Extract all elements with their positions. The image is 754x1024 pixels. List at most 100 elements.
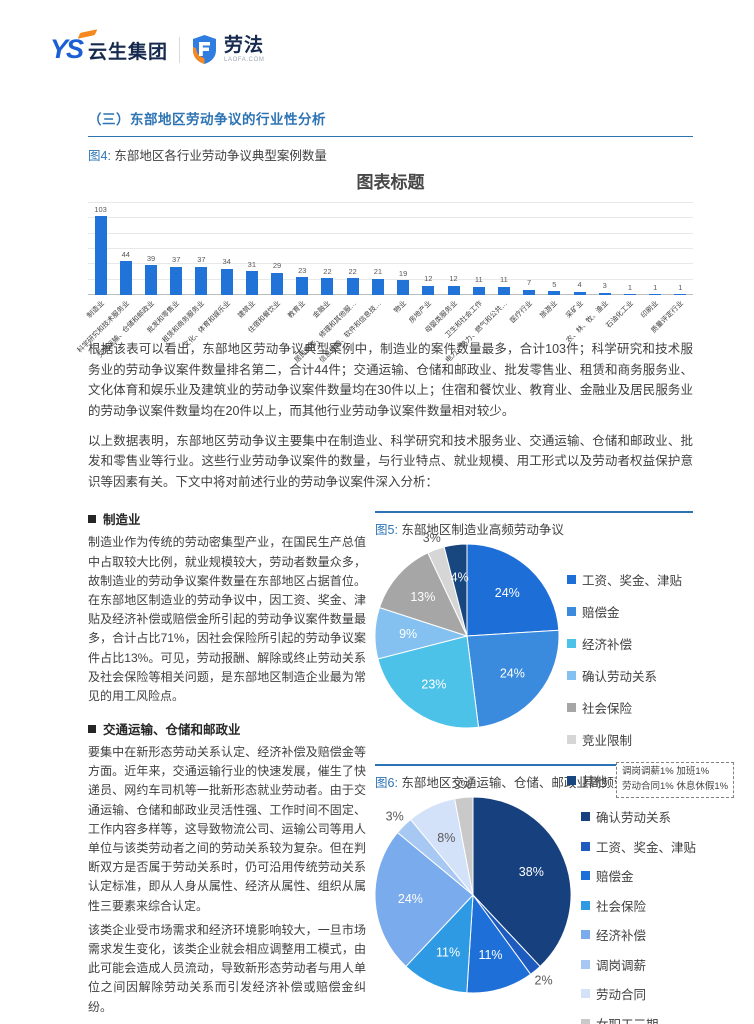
manufacturing-heading: 制造业 bbox=[88, 509, 366, 528]
legend-swatch-icon bbox=[567, 703, 576, 713]
legend-label: 竞业限制 bbox=[582, 734, 633, 749]
bar-value-label: 22 bbox=[348, 266, 357, 276]
pie-percent-label: 3% bbox=[454, 778, 472, 792]
gridline bbox=[88, 232, 693, 234]
legend-item: 确认劳动关系 bbox=[567, 666, 734, 685]
legend-item: 赔偿金 bbox=[581, 866, 696, 885]
x-tick-label: 制造业 bbox=[85, 300, 106, 320]
figure6-block: 图6: 东部地区交通运输、仓储、邮政业高频劳动争议 38% 2% 11% 11% 24%… bbox=[374, 764, 696, 1024]
legend-item: 社会保险 bbox=[567, 698, 734, 717]
legend-item: 劳动合同 bbox=[581, 984, 696, 1003]
pie-slice bbox=[466, 543, 560, 637]
transport-heading: 交通运输、仓储和邮政业 bbox=[88, 719, 366, 738]
paragraph-2: 以上数据表明，东部地区劳动争议主要集中在制造业、科学研究和技术服务业、交通运输、… bbox=[88, 433, 693, 489]
bar-chart-plot: 103 制造业 44 科学研究和技术服务业 39 交通运输、仓储和邮政业 37 批发和零售业 3… bbox=[76, 202, 693, 364]
legend-swatch-icon bbox=[581, 812, 590, 822]
legend-swatch-icon bbox=[581, 841, 590, 851]
pie-percent-label: 38% bbox=[519, 865, 544, 879]
x-tick-label: 印刷业 bbox=[640, 300, 661, 320]
legend-label: 工资、奖金、津贴 bbox=[582, 574, 683, 589]
bar bbox=[220, 268, 233, 295]
gridline bbox=[88, 263, 693, 265]
legend-item: 社会保险 bbox=[581, 896, 696, 915]
bar bbox=[195, 266, 208, 295]
pie-percent-label: 11% bbox=[478, 949, 502, 963]
pie-percent-label: 24% bbox=[398, 892, 423, 906]
legend-item: 确认劳动关系 bbox=[581, 807, 696, 826]
bar-value-label: 23 bbox=[298, 265, 307, 275]
pie-percent-label: 11% bbox=[436, 946, 460, 960]
figure6-caption-text: 东部地区交通运输、仓储、邮政业高频劳动争议 bbox=[401, 776, 664, 791]
header: YS 云生集团 劳法 LAOFA.COM bbox=[50, 28, 265, 65]
bar-value-label: 44 bbox=[121, 249, 130, 259]
bar bbox=[573, 291, 586, 295]
x-tick-label: 金融业 bbox=[312, 300, 333, 320]
bar bbox=[94, 216, 107, 295]
legend-item: 其他 调岗调薪1% 加班1% 劳动合同1% 休息休假1% bbox=[567, 762, 735, 798]
pie-percent-label: 24% bbox=[500, 667, 525, 681]
bar-value-label: 3 bbox=[602, 281, 607, 291]
right-column: 图5: 东部地区制造业高频劳动争议 24% 24% 23% 9% 13% 3% 4% 工资、… bbox=[374, 496, 735, 1024]
laofa-subtext: LAOFA.COM bbox=[224, 57, 265, 63]
transport-heading-text: 交通运输、仓储和邮政业 bbox=[103, 723, 241, 738]
x-tick-label: 房地产业 bbox=[408, 300, 434, 325]
bar bbox=[472, 286, 485, 295]
figure5-caption: 图5: 东部地区制造业高频劳动争议 bbox=[375, 519, 693, 538]
bullet-square-icon bbox=[88, 724, 96, 733]
pie-slice bbox=[374, 832, 474, 968]
bar bbox=[245, 271, 258, 295]
bar bbox=[119, 261, 132, 295]
laofa-text: 劳法 bbox=[224, 35, 265, 56]
pie-percent-label: 8% bbox=[437, 832, 455, 846]
legend-item: 赔偿金 bbox=[567, 602, 734, 621]
legend-item: 经济补偿 bbox=[581, 925, 696, 944]
bar bbox=[271, 272, 284, 295]
bar-value-label: 37 bbox=[197, 255, 206, 265]
pie-percent-label: 24% bbox=[495, 586, 520, 600]
bar-chart-figure: 图表标题 103 制造业 44 科学研究和技术服务业 39 交通运输、仓储和邮政业 37 批发… bbox=[76, 168, 693, 364]
left-column: 制造业 制造业作为传统的劳动密集型产业，在国民生产总值中占取较大比例，就业规模较… bbox=[88, 496, 366, 1024]
x-tick-label: 物业 bbox=[393, 300, 409, 315]
figure5-block: 图5: 东部地区制造业高频劳动争议 24% 24% 23% 9% 13% 3% 4% 工资、… bbox=[374, 511, 735, 798]
bar-value-label: 1 bbox=[627, 282, 633, 292]
bar-value-label: 12 bbox=[449, 274, 458, 284]
bar-value-label: 37 bbox=[172, 255, 181, 265]
x-tick-label: 建筑业 bbox=[237, 300, 257, 320]
bar bbox=[523, 289, 536, 295]
pie-slice bbox=[472, 796, 572, 968]
legend-swatch-icon bbox=[581, 959, 590, 969]
legend-label: 女职工三期 bbox=[596, 1014, 659, 1024]
legend-label: 社会保险 bbox=[582, 702, 633, 717]
legend-swatch-icon bbox=[581, 1018, 590, 1024]
x-tick-label: 旅游业 bbox=[539, 300, 560, 320]
bar-value-label: 11 bbox=[500, 275, 508, 285]
figure5-body: 24% 24% 23% 9% 13% 3% 4% 工资、奖金、津贴 赔偿金 经济补偿 确认劳动关系… bbox=[374, 532, 735, 798]
legend-label: 确认劳动关系 bbox=[596, 811, 672, 826]
figure4-caption: 图4: 东部地区各行业劳动争议典型案例数量 bbox=[88, 145, 693, 164]
pie-slice bbox=[377, 635, 480, 729]
x-axis-line bbox=[88, 294, 693, 295]
figure5-caption-text: 东部地区制造业高频劳动争议 bbox=[401, 523, 564, 538]
pie-percent-label: 2% bbox=[535, 974, 553, 988]
legend-item: 工资、奖金、津贴 bbox=[567, 570, 734, 589]
bar-value-label: 1 bbox=[678, 282, 683, 292]
bar bbox=[170, 266, 183, 295]
pie-slice bbox=[443, 543, 468, 637]
legend-label: 经济补偿 bbox=[596, 929, 647, 944]
legend-swatch-icon bbox=[567, 735, 576, 745]
bar-value-label: 12 bbox=[424, 274, 433, 284]
transport-paragraph-2: 该类企业受市场需求和经济环境影响较大，一旦市场需求发生变化，该类企业就会相应调整… bbox=[88, 922, 366, 1014]
figure4-caption-text: 东部地区各行业劳动争议典型案例数量 bbox=[114, 149, 327, 163]
legend-swatch-icon bbox=[567, 671, 576, 681]
gridline bbox=[88, 248, 693, 249]
legend-item: 经济补偿 bbox=[567, 634, 734, 653]
pie-percent-label: 3% bbox=[386, 810, 404, 824]
legend-label: 赔偿金 bbox=[582, 606, 620, 621]
ys-logo-text: YS bbox=[50, 33, 84, 64]
figure6-tag: 图6: bbox=[375, 776, 398, 791]
bar-value-label: 11 bbox=[474, 275, 483, 285]
legend-label: 经济补偿 bbox=[582, 638, 633, 653]
figure6-body: 38% 2% 11% 11% 24% 3% 8% 3% 确认劳动关系 工资、奖金、津贴 赔偿金 社会… bbox=[374, 778, 696, 1024]
bar-chart-title: 图表标题 bbox=[356, 173, 425, 192]
